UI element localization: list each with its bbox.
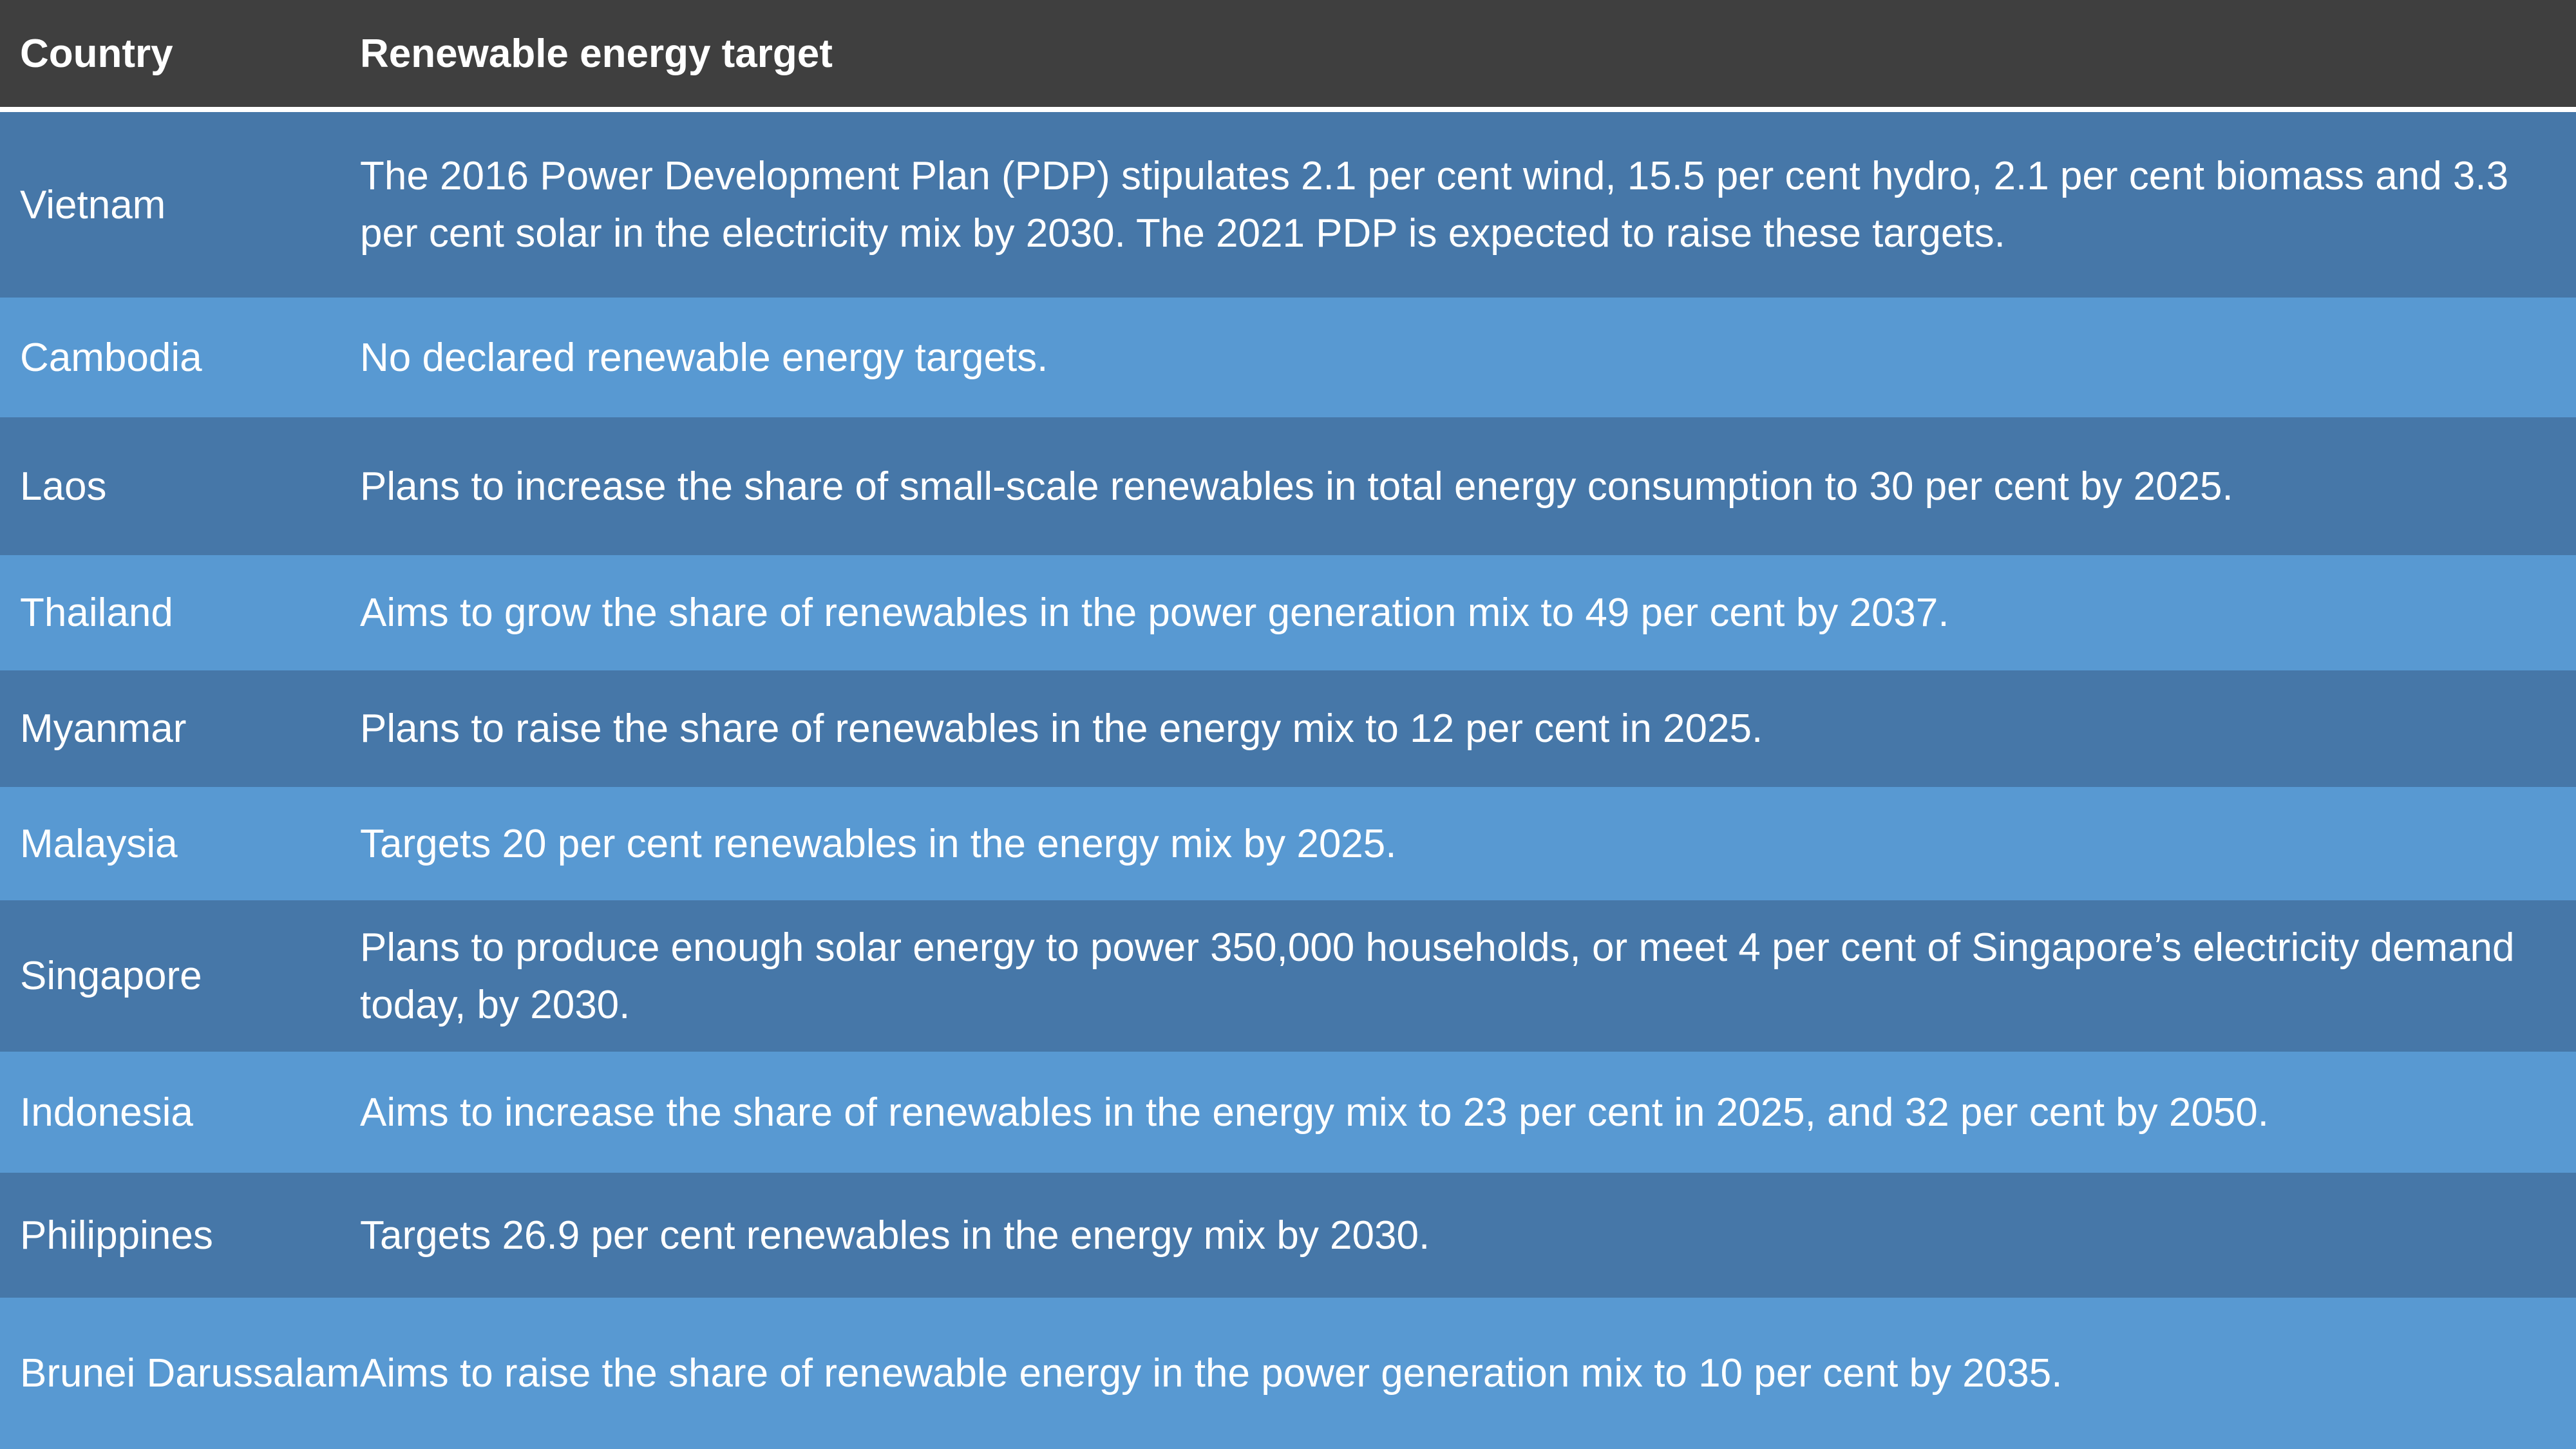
- country-cell: Thailand: [20, 591, 173, 635]
- country-cell: Cambodia: [20, 335, 202, 380]
- country-cell: Philippines: [20, 1213, 213, 1258]
- header-row: Country Renewable energy target: [0, 0, 2576, 112]
- target-cell: No declared renewable energy targets.: [360, 335, 1048, 380]
- table-row: Indonesia Aims to increase the share of r…: [0, 1052, 2576, 1173]
- header-cell: Country: [20, 31, 173, 76]
- table-row: Laos Plans to increase the share of small…: [0, 417, 2576, 555]
- country-cell: Malaysia: [20, 821, 178, 866]
- country-cell: Singapore: [20, 954, 202, 998]
- table-row: Malaysia Targets 20 per cent renewables i…: [0, 787, 2576, 900]
- target-cell: Plans to raise the share of renewables i…: [360, 706, 1763, 751]
- target-cell: Targets 20 per cent renewables in the en…: [360, 821, 1397, 866]
- table-row: Thailand Aims to grow the share of renewa…: [0, 555, 2576, 670]
- target-cell: Plans to increase the share of small-sca…: [360, 464, 2233, 509]
- country-cell: Brunei Darussalam: [20, 1351, 360, 1396]
- table-row: Brunei Darussalam Aims to raise the share…: [0, 1298, 2576, 1449]
- target-cell: Aims to raise the share of renewable ene…: [360, 1351, 2063, 1396]
- table-row: Philippines Targets 26.9 per cent renewab…: [0, 1173, 2576, 1298]
- country-cell: Laos: [20, 464, 107, 509]
- country-cell: Myanmar: [20, 706, 187, 751]
- target-cell: Aims to grow the share of renewables in …: [360, 591, 1949, 635]
- table-row: Cambodia No declared renewable energy tar…: [0, 298, 2576, 417]
- table-row: Myanmar Plans to raise the share of renew…: [0, 670, 2576, 787]
- country-cell: Vietnam: [20, 182, 166, 227]
- target-cell: The 2016 Power Development Plan (PDP) st…: [360, 154, 2509, 256]
- table-row: Vietnam The 2016 Power Development Plan (…: [0, 112, 2576, 298]
- country-cell: Indonesia: [20, 1090, 193, 1135]
- header-cell: Renewable energy target: [360, 31, 833, 76]
- target-cell: Plans to produce enough solar energy to …: [360, 925, 2515, 1027]
- table-row: Singapore Plans to produce enough solar e…: [0, 900, 2576, 1052]
- target-cell: Targets 26.9 per cent renewables in the …: [360, 1213, 1430, 1258]
- target-cell: Aims to increase the share of renewables…: [360, 1090, 2269, 1135]
